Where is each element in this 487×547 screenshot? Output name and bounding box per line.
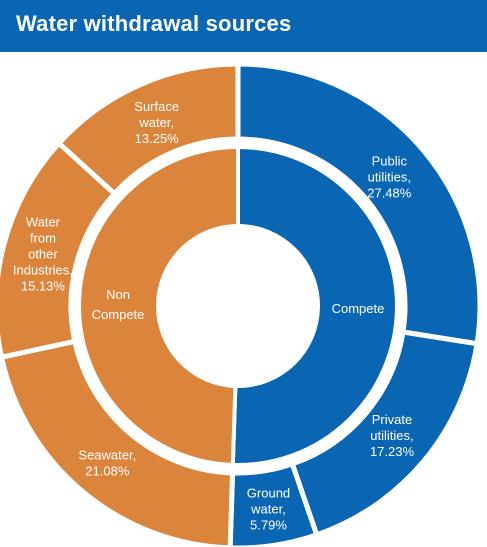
- chart-title: Water withdrawal sources: [16, 11, 292, 36]
- outer-label-private-utilities: Private utilities, 17.23%: [370, 412, 415, 459]
- inner-label-compete: Compete: [332, 301, 385, 316]
- outer-slice-public-utilities: [235, 61, 483, 347]
- outer-label-water-from-other-industries: Water from other Industries, 15.13%: [13, 214, 73, 293]
- title-bar: Water withdrawal sources: [0, 0, 487, 52]
- inner-label-non-compete: Non Compete: [92, 287, 145, 322]
- outer-label-public-utilities: Public utilities, 27.48%: [367, 154, 412, 201]
- ring-separator: [71, 139, 405, 473]
- outer-label-surface-water: Surface water, 13.25%: [134, 99, 179, 146]
- center-hole: [156, 224, 320, 388]
- sunburst-chart: Public utilities, 27.48% Private utilities, 1…: [0, 61, 483, 547]
- outer-label-seawater: Seawater, 21.08%: [78, 448, 136, 479]
- outer-label-ground-water: Ground water, 5.79%: [247, 486, 290, 533]
